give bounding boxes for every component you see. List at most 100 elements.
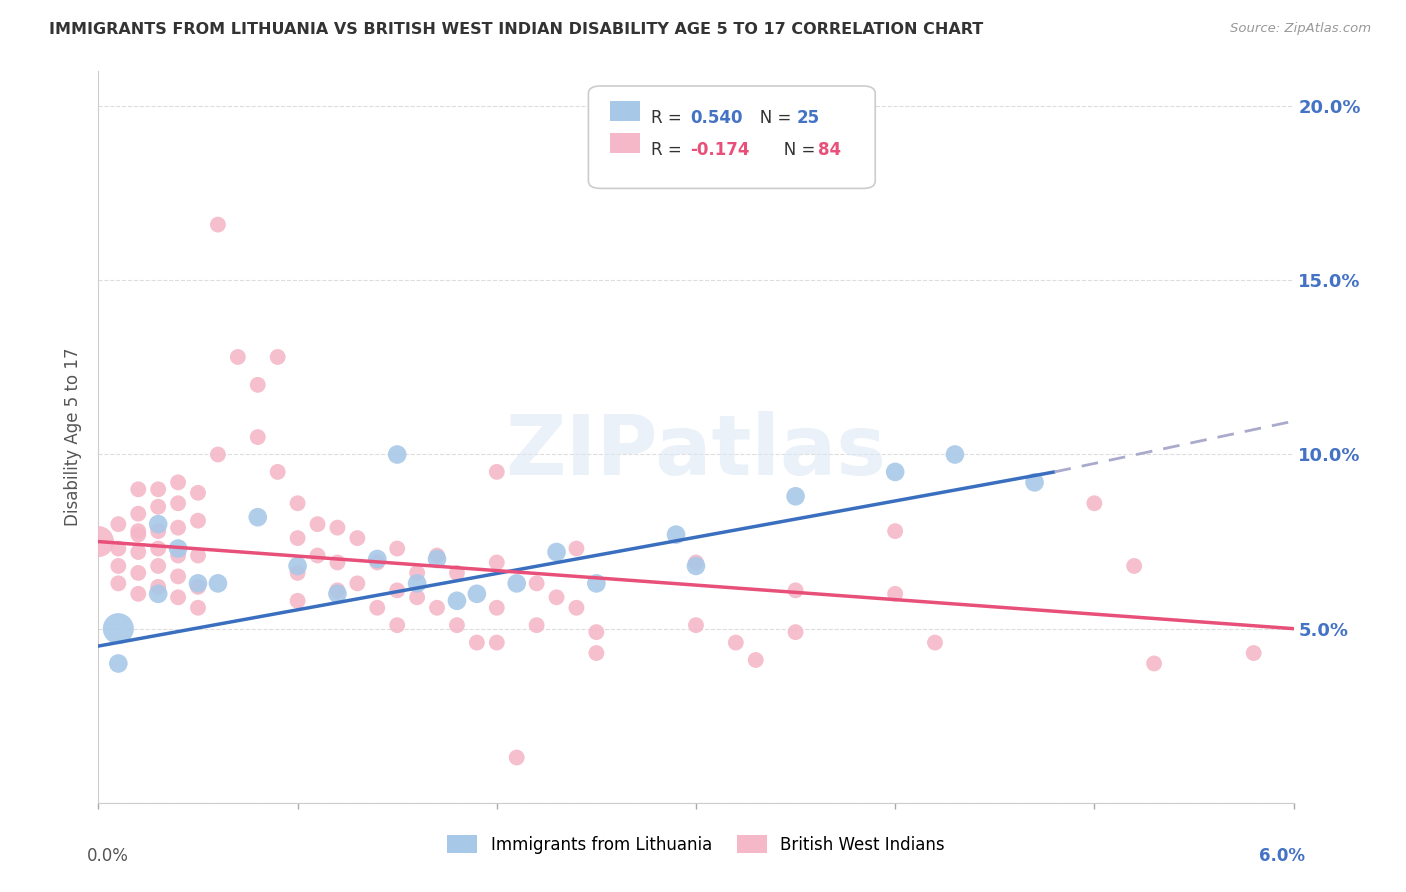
Point	[685, 558, 707, 573]
Point	[148, 517, 170, 532]
Text: N =: N =	[744, 110, 796, 128]
Point	[526, 576, 548, 591]
Text: ZIPatlas: ZIPatlas	[506, 411, 886, 492]
Legend: Immigrants from Lithuania, British West Indians: Immigrants from Lithuania, British West …	[440, 829, 952, 860]
Point	[745, 653, 768, 667]
Point	[167, 549, 190, 563]
Point	[167, 496, 190, 510]
Point	[187, 485, 209, 500]
Point	[366, 600, 388, 615]
Point	[287, 594, 309, 608]
Point	[326, 583, 349, 598]
Point	[187, 580, 209, 594]
Point	[326, 521, 349, 535]
Point	[127, 587, 149, 601]
Point	[685, 618, 707, 632]
Point	[385, 618, 409, 632]
Point	[506, 750, 529, 764]
Point	[565, 541, 588, 556]
Point	[107, 558, 129, 573]
Point	[724, 635, 747, 649]
Point	[426, 549, 449, 563]
Point	[246, 430, 269, 444]
Point	[924, 635, 946, 649]
Point	[346, 531, 368, 545]
Text: -0.174: -0.174	[690, 141, 749, 159]
Point	[326, 556, 349, 570]
Point	[127, 483, 149, 497]
Point	[107, 517, 129, 532]
Point	[1123, 558, 1146, 573]
Point	[148, 541, 170, 556]
Point	[485, 465, 508, 479]
Point	[546, 591, 568, 605]
Point	[167, 569, 190, 583]
Y-axis label: Disability Age 5 to 17: Disability Age 5 to 17	[65, 348, 83, 526]
Point	[87, 534, 110, 549]
Text: Source: ZipAtlas.com: Source: ZipAtlas.com	[1230, 22, 1371, 36]
Point	[148, 524, 170, 538]
FancyBboxPatch shape	[610, 101, 640, 121]
Point	[287, 558, 309, 573]
Point	[326, 587, 349, 601]
Text: 0.540: 0.540	[690, 110, 742, 128]
Text: 84: 84	[818, 141, 841, 159]
Point	[127, 527, 149, 541]
Point	[267, 350, 290, 364]
Point	[307, 517, 329, 532]
Point	[267, 465, 290, 479]
Point	[246, 377, 269, 392]
Point	[366, 556, 388, 570]
Point	[127, 545, 149, 559]
Point	[884, 587, 907, 601]
Point	[1083, 496, 1105, 510]
Point	[485, 600, 508, 615]
Point	[127, 524, 149, 538]
Point	[127, 507, 149, 521]
Point	[785, 489, 807, 503]
Point	[287, 531, 309, 545]
Point	[226, 350, 249, 364]
Point	[167, 541, 190, 556]
Point	[127, 566, 149, 580]
Point	[246, 510, 269, 524]
Point	[307, 549, 329, 563]
Point	[485, 556, 508, 570]
Point	[406, 566, 429, 580]
Point	[506, 576, 529, 591]
Point	[406, 576, 429, 591]
Point	[187, 514, 209, 528]
Point	[785, 625, 807, 640]
Text: N =: N =	[768, 141, 820, 159]
Point	[148, 483, 170, 497]
Point	[446, 566, 468, 580]
Point	[685, 556, 707, 570]
Point	[187, 600, 209, 615]
Point	[187, 576, 209, 591]
Point	[385, 583, 409, 598]
Point	[366, 552, 388, 566]
Text: 0.0%: 0.0%	[87, 847, 128, 864]
Text: R =: R =	[651, 110, 686, 128]
Point	[1243, 646, 1265, 660]
Text: 6.0%: 6.0%	[1260, 847, 1306, 864]
Point	[207, 448, 229, 462]
Point	[426, 600, 449, 615]
Point	[785, 583, 807, 598]
Point	[287, 566, 309, 580]
Point	[526, 618, 548, 632]
Point	[1024, 475, 1046, 490]
Point	[465, 635, 488, 649]
Point	[107, 622, 129, 636]
Point	[884, 465, 907, 479]
Point	[446, 618, 468, 632]
Point	[287, 496, 309, 510]
Point	[107, 541, 129, 556]
Point	[426, 552, 449, 566]
Point	[107, 576, 129, 591]
Point	[207, 576, 229, 591]
Point	[148, 587, 170, 601]
Point	[167, 475, 190, 490]
Text: R =: R =	[651, 141, 686, 159]
Point	[148, 500, 170, 514]
